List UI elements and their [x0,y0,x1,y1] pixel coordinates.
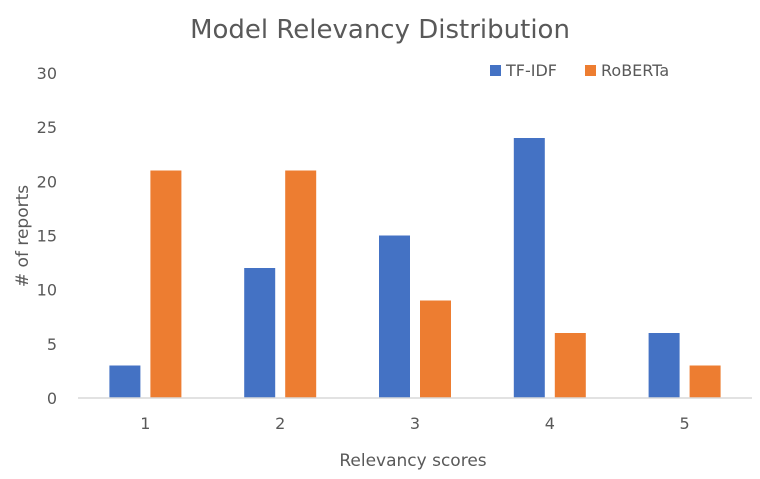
legend-label: RoBERTa [601,61,669,80]
bar-tf-idf-1 [109,365,141,398]
y-tick-label: 30 [37,64,57,83]
y-tick-label: 25 [37,118,57,137]
legend: TF-IDF RoBERTa [490,61,669,80]
legend-label: TF-IDF [505,61,557,80]
x-tick-label: 1 [140,414,150,433]
bar-tf-idf-3 [379,235,410,398]
x-axis-label: Relevancy scores [339,451,486,471]
y-tick-label: 0 [47,389,57,408]
bar-roberta-1 [150,170,182,398]
x-axis: 1 2 3 4 5 [78,397,752,433]
x-tick-label: 5 [680,414,690,433]
x-tick-label: 3 [410,414,420,433]
bar-roberta-4 [554,333,586,398]
x-tick-label: 4 [545,414,555,433]
bar-tf-idf-2 [244,268,276,398]
bar-roberta-3 [420,300,451,398]
bar-roberta-2 [285,170,317,398]
bars [109,138,721,398]
bar-tf-idf-4 [513,138,545,398]
chart-title: Model Relevancy Distribution [190,15,570,45]
y-axis: 0 5 10 15 20 25 30 [37,64,57,408]
y-tick-label: 20 [37,172,57,191]
y-tick-label: 10 [37,281,57,300]
legend-swatch [490,65,501,76]
x-tick-label: 2 [275,414,285,433]
bar-tf-idf-5 [648,333,680,398]
y-tick-label: 5 [47,335,57,354]
legend-swatch [585,65,596,76]
bar-roberta-5 [689,365,721,398]
y-tick-label: 15 [37,227,57,246]
y-axis-label: # of reports [13,185,33,287]
